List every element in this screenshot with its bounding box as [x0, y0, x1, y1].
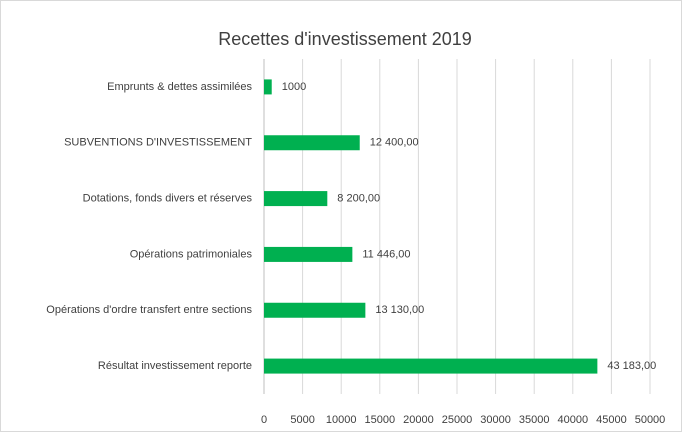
y-tick-label: SUBVENTIONS D'INVESTISSEMENT: [64, 137, 252, 149]
x-tick-label: 5000: [290, 414, 314, 426]
y-tick-label: Dotations, fonds divers et réserves: [83, 192, 253, 204]
data-label: 1000: [282, 81, 306, 93]
y-tick-label: Résultat investissement reporte: [98, 360, 252, 372]
bar: [264, 135, 360, 151]
x-tick-label: 15000: [365, 414, 396, 426]
x-tick-label: 20000: [403, 414, 434, 426]
x-tick-label: 50000: [635, 414, 666, 426]
y-tick-label: Emprunts & dettes assimilées: [107, 81, 252, 93]
data-label: 43 183,00: [607, 360, 656, 372]
x-tick-label: 45000: [596, 414, 627, 426]
x-tick-label: 35000: [519, 414, 550, 426]
y-tick-label: Opérations d'ordre transfert entre secti…: [46, 304, 252, 316]
data-label: 11 446,00: [362, 248, 410, 260]
y-tick-label: Opérations patrimoniales: [130, 248, 253, 260]
data-label: 8 200,00: [337, 192, 380, 204]
data-label: 13 130,00: [375, 304, 424, 316]
bar: [264, 302, 366, 318]
x-tick-label: 0: [261, 414, 267, 426]
bar: [264, 246, 353, 262]
x-tick-label: 40000: [558, 414, 589, 426]
bar: [264, 358, 598, 374]
bar: [264, 191, 328, 207]
bar: [264, 79, 272, 95]
chart-title: Recettes d'investissement 2019: [218, 29, 472, 49]
x-tick-label: 30000: [480, 414, 511, 426]
x-tick-label: 25000: [442, 414, 473, 426]
x-tick-label: 10000: [326, 414, 357, 426]
data-label: 12 400,00: [370, 137, 419, 149]
